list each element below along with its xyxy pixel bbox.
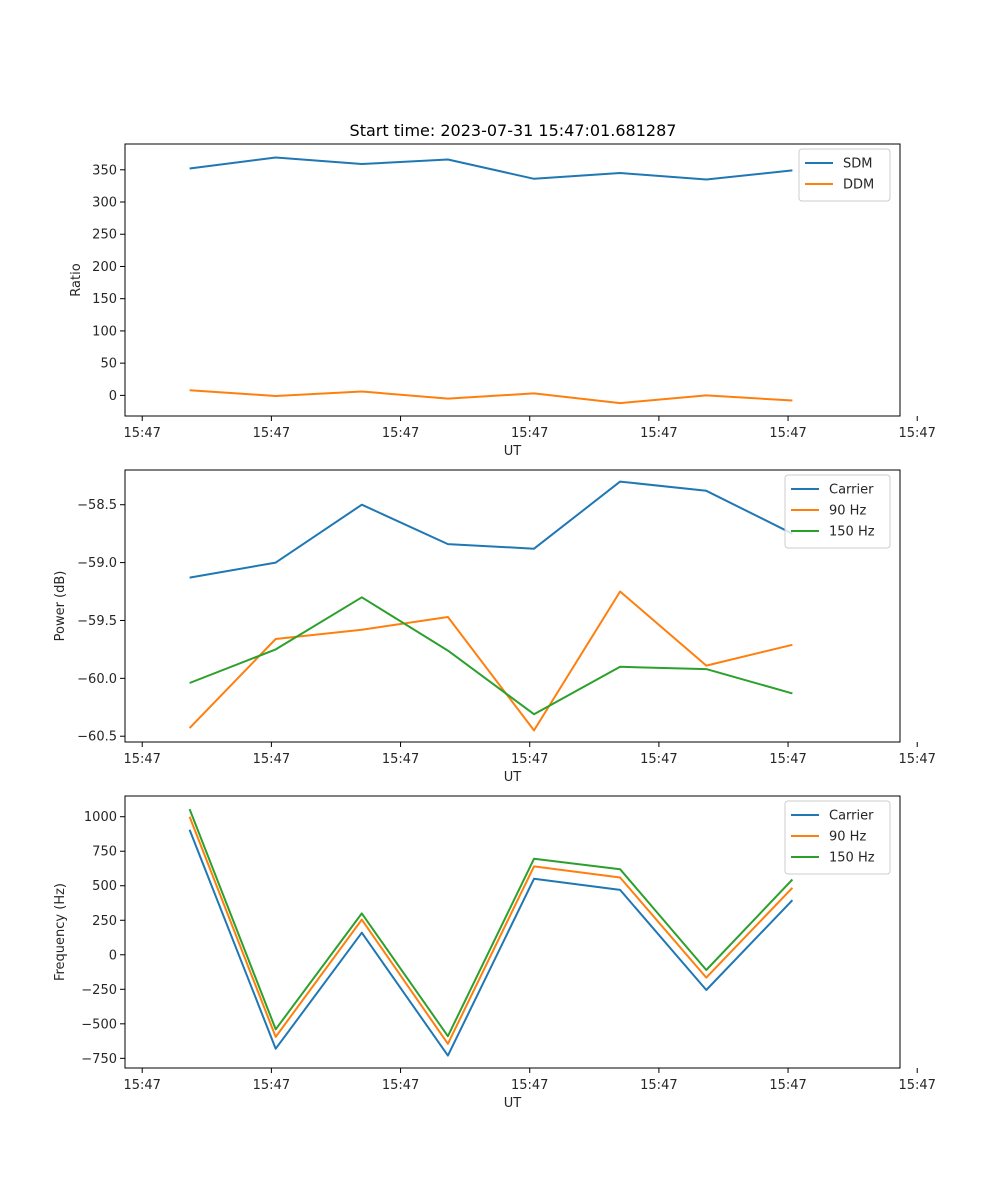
legend-label-sdm: SDM: [843, 157, 872, 172]
axes-frame: [124, 795, 901, 1069]
x-axis-label: UT: [504, 770, 522, 785]
x-tick-label: 15:47: [253, 752, 290, 767]
x-tick-label: 15:47: [253, 1078, 290, 1093]
legend: Carrier 90 Hz 150 Hz: [784, 800, 891, 875]
y-tick-label: 750: [92, 845, 117, 860]
y-axis-label: Power (dB): [53, 571, 68, 642]
axes-frame: [124, 469, 901, 743]
figure-title: Start time: 2023-07-31 15:47:01.681287: [350, 121, 677, 140]
legend-label-carrier: Carrier: [829, 483, 874, 498]
x-tick-label: 15:47: [382, 752, 419, 767]
y-tick-label: 250: [92, 914, 117, 929]
legend: SDM DDM: [798, 148, 891, 202]
y-tick-label: 350: [92, 163, 117, 178]
series-line-150-hz: [189, 596, 793, 716]
chart-panel-1: 15:47 15:47 15:47 15:47 15:47 15:47 15:47 0 50 10…: [69, 143, 936, 459]
y-tick-label: −250: [81, 983, 117, 998]
y-tick-label: 300: [92, 196, 117, 211]
legend: Carrier 90 Hz 150 Hz: [784, 474, 891, 549]
series-line-sdm: [189, 156, 793, 181]
y-tick-label: −59.5: [77, 614, 117, 629]
legend-label-150-hz: 150 Hz: [829, 525, 875, 540]
x-axis-label: UT: [504, 1096, 522, 1111]
x-tick-label: 15:47: [898, 1078, 935, 1093]
legend-label-90-hz: 90 Hz: [829, 830, 866, 845]
y-axis-label: Ratio: [69, 263, 84, 296]
axes-frame: [124, 143, 901, 417]
x-tick-label: 15:47: [769, 752, 806, 767]
x-tick-label: 15:47: [640, 426, 677, 441]
x-tick-label: 15:47: [640, 752, 677, 767]
x-tick-label: 15:47: [640, 1078, 677, 1093]
chart-panel-3: 15:47 15:47 15:47 15:47 15:47 15:47 15:47 −750 −…: [53, 795, 936, 1111]
y-tick-label: −59.0: [77, 556, 117, 571]
y-tick-label: 50: [100, 357, 117, 372]
y-tick-label: 100: [92, 324, 117, 339]
legend-label-150-hz: 150 Hz: [829, 851, 875, 866]
y-tick-label: 500: [92, 879, 117, 894]
legend-label-carrier: Carrier: [829, 809, 874, 824]
chart-panel-2: 15:47 15:47 15:47 15:47 15:47 15:47 15:47 −60.5…: [53, 469, 936, 785]
series-line-150-hz: [188, 808, 794, 1038]
y-tick-label: 150: [92, 292, 117, 307]
x-tick-label: 15:47: [123, 426, 160, 441]
series-line-carrier: [189, 480, 793, 579]
chart-panels: 15:47 15:47 15:47 15:47 15:47 15:47 15:47 0 50 10…: [53, 143, 936, 1111]
y-axis-label: Frequency (Hz): [53, 883, 68, 981]
x-tick-label: 15:47: [253, 426, 290, 441]
x-tick-label: 15:47: [382, 426, 419, 441]
x-tick-label: 15:47: [511, 752, 548, 767]
x-tick-label: 15:47: [511, 426, 548, 441]
series-line-90-hz: [188, 590, 793, 732]
legend-label-ddm: DDM: [843, 178, 874, 193]
series-line-90-hz: [188, 816, 794, 1045]
x-tick-label: 15:47: [511, 1078, 548, 1093]
y-tick-label: 0: [109, 948, 117, 963]
legend-label-90-hz: 90 Hz: [829, 504, 866, 519]
y-tick-label: −58.5: [77, 498, 117, 513]
y-tick-label: −60.0: [77, 672, 117, 687]
x-tick-label: 15:47: [769, 426, 806, 441]
series-line-ddm: [189, 389, 793, 405]
x-tick-label: 15:47: [769, 1078, 806, 1093]
x-tick-label: 15:47: [123, 752, 160, 767]
legend-frame: [784, 800, 891, 875]
y-tick-label: 250: [92, 228, 117, 243]
x-tick-label: 15:47: [382, 1078, 419, 1093]
x-tick-label: 15:47: [898, 752, 935, 767]
y-tick-label: 1000: [84, 810, 117, 825]
y-tick-label: −60.5: [77, 730, 117, 745]
legend-frame: [784, 474, 891, 549]
y-tick-label: 200: [92, 260, 117, 275]
y-tick-label: 0: [109, 389, 117, 404]
series-line-carrier: [188, 829, 794, 1057]
x-tick-label: 15:47: [898, 426, 935, 441]
x-tick-label: 15:47: [123, 1078, 160, 1093]
y-tick-label: −750: [81, 1052, 117, 1067]
x-axis-label: UT: [504, 444, 522, 459]
y-tick-label: −500: [81, 1017, 117, 1032]
